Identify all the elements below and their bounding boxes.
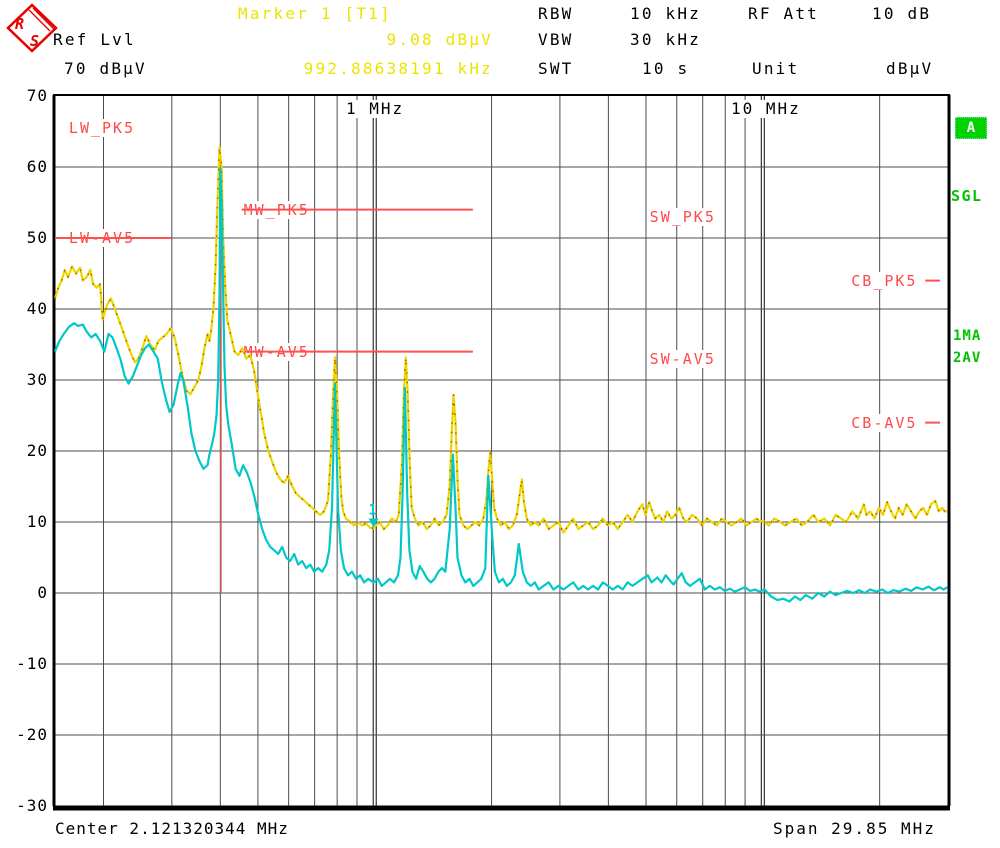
rs-logo-letter-r: R [15,15,24,33]
limit-label-MW-AV5: MW-AV5 [241,342,312,361]
marker-level: 9.08 dBµV [386,30,493,49]
limit-label-MW_PK5: MW_PK5 [241,200,312,219]
unit-label: Unit [752,59,800,78]
y-axis-label: -20 [16,725,48,744]
y-axis-label: 30 [26,370,48,389]
y-axis-label: -30 [16,796,48,815]
rf-att-label: RF Att [748,4,819,23]
ref-level-label: Ref Lvl [53,30,136,49]
ref-level-value: 70 dBµV [64,59,147,78]
limit-label-CB-AV5: CB-AV5 [849,413,920,432]
limit-label-SW-AV5: SW-AV5 [647,349,718,368]
limit-label-LW_PK5: LW_PK5 [66,118,138,137]
span-readout: Span 29.85 MHz [773,819,936,838]
marker-frequency: 992.88638191 kHz [303,59,493,78]
vbw-label: VBW [538,30,574,49]
x-axis-label-1mhz: 1 MHz [346,99,405,118]
rf-att-value: 10 dB [872,4,932,23]
trace2-mode-tag: 2AV [953,350,982,366]
x-axis-label-10mhz: 10 MHz [731,99,801,118]
rs-logo-letter-s: S [30,32,39,50]
single-sweep-indicator: SGL [951,187,983,205]
swt-value: 10 s [642,59,690,78]
y-axis-label: -10 [16,654,48,673]
trace1-mode-tag: 1MA [953,328,982,344]
unit-value: dBµV [886,59,934,78]
y-axis-label: 10 [26,512,48,531]
y-axis-label: 50 [26,228,48,247]
swt-label: SWT [538,59,574,78]
rbw-label: RBW [538,4,574,23]
limit-label-LW-AV5: LW-AV5 [66,229,138,247]
screen-a-badge: A [955,117,987,139]
y-axis-label: 20 [26,441,48,460]
y-axis-label: 40 [26,299,48,318]
marker-title: Marker 1 [T1] [238,4,392,23]
rbw-value: 10 kHz [630,4,701,23]
limit-label-CB_PK5: CB_PK5 [849,271,920,290]
rs-logo: R S [6,3,58,53]
limit-label-SW_PK5: SW_PK5 [647,207,718,226]
y-axis-label: 70 [26,86,48,105]
y-axis-label: 60 [26,157,48,176]
y-axis-label: 0 [37,583,48,602]
center-frequency-readout: Center 2.121320344 MHz [55,819,289,838]
vbw-value: 30 kHz [630,30,701,49]
